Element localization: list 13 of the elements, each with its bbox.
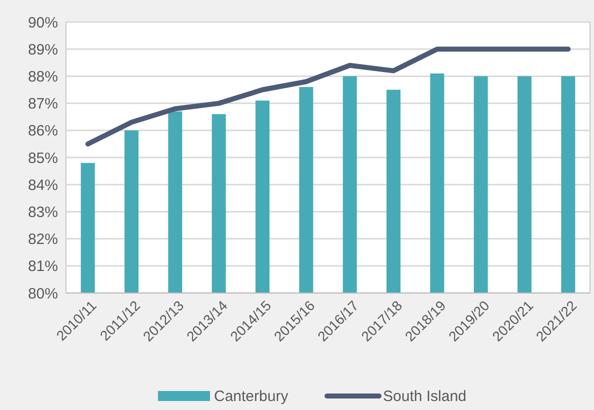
y-tick-label: 86%	[28, 122, 58, 140]
y-tick-label: 81%	[28, 258, 58, 276]
y-tick-label: 89%	[28, 41, 58, 58]
y-tick-label: 87%	[28, 96, 58, 113]
y-tick-label: 85%	[28, 150, 58, 167]
y-tick-label: 82%	[28, 231, 58, 248]
legend-label: Canterbury	[214, 388, 289, 405]
legend-label: South Island	[383, 388, 466, 405]
y-tick-label: 90%	[28, 14, 58, 32]
y-tick-label: 84%	[28, 176, 58, 194]
y-tick-label: 80%	[28, 285, 58, 302]
y-tick-label: 88%	[28, 68, 58, 86]
y-tick-label: 83%	[28, 204, 58, 221]
